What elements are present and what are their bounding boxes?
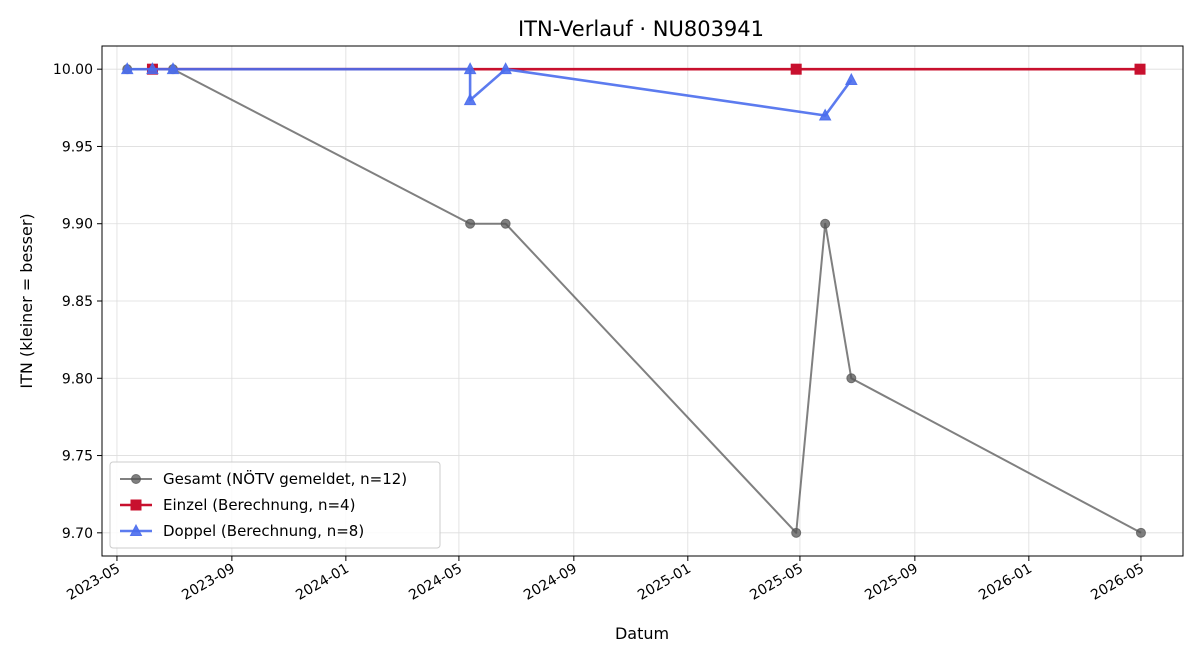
chart-title: ITN-Verlauf · NU803941 [518,17,764,41]
data-point [1134,63,1146,75]
legend-label: Gesamt (NÖTV gemeldet, n=12) [163,469,407,488]
data-point [791,527,802,538]
legend-box [109,461,441,549]
y-tick-label: 9.90 [62,217,93,233]
legend-label: Doppel (Berechnung, n=8) [163,522,364,540]
y-tick-label: 9.85 [62,294,93,310]
legend-item: Gesamt (NÖTV gemeldet, n=12) [120,469,407,488]
legend-label: Einzel (Berechnung, n=4) [163,496,355,514]
data-point [846,373,857,384]
y-tick-label: 9.70 [62,526,93,542]
legend-item: Doppel (Berechnung, n=8) [120,522,364,540]
legend-marker [130,499,142,511]
plot-series [120,62,1146,538]
data-point [463,93,477,106]
y-tick-label: 9.80 [62,371,93,387]
data-point [166,62,180,75]
legend-marker [131,474,141,484]
y-axis-title: ITN (kleiner = besser) [17,213,36,388]
data-point [120,62,134,75]
data-point [499,62,512,75]
data-point [146,62,159,75]
data-point [844,72,858,85]
data-point [790,63,802,75]
y-tick-label: 10.00 [53,62,93,78]
x-axis-title: Datum [615,624,669,643]
data-point [1135,527,1146,538]
y-tick-label: 9.95 [62,139,93,155]
data-point [818,108,832,121]
y-tick-label: 9.75 [62,449,93,465]
data-point [463,62,477,75]
series-2 [120,62,858,121]
legend-item: Einzel (Berechnung, n=4) [120,496,355,514]
data-point [820,218,831,229]
data-point [465,218,476,229]
legend: Gesamt (NÖTV gemeldet, n=12) Einzel (Bere… [109,461,441,549]
legend-marker [129,523,143,536]
data-point [500,218,511,229]
